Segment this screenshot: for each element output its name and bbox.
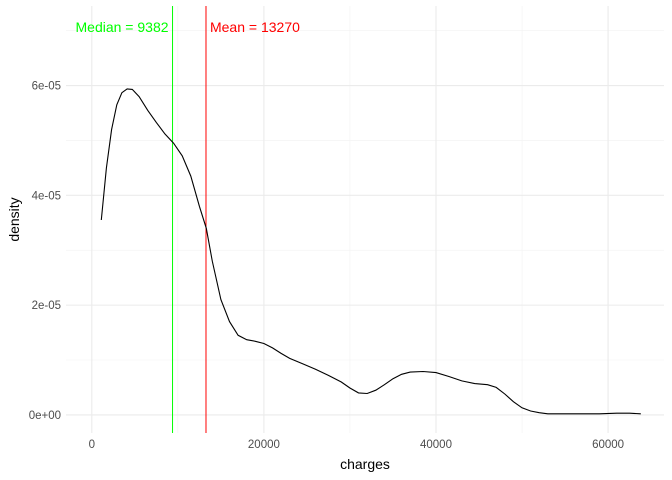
x-tick-labels: 0 20000 40000 60000 [89, 439, 624, 451]
x-tick-label: 60000 [592, 439, 624, 451]
y-tick-labels: 0e+00 2e-05 4e-05 6e-05 [29, 81, 61, 422]
mean-label: Mean = 13270 [210, 19, 300, 35]
x-tick-label: 40000 [420, 439, 452, 451]
y-axis-title: density [6, 197, 22, 241]
y-tick-label: 4e-05 [32, 190, 61, 202]
density-curve [100, 88, 641, 415]
y-tick-label: 0e+00 [29, 410, 61, 422]
median-label: Median = 9382 [76, 19, 169, 35]
x-tick-label: 0 [89, 439, 95, 451]
annotation-labels: Median = 9382 Mean = 13270 [76, 19, 301, 35]
major-gridlines [66, 6, 664, 433]
annotation-lines [172, 6, 207, 433]
x-axis-title: charges [340, 456, 390, 472]
y-tick-label: 2e-05 [32, 300, 61, 312]
y-tick-label: 6e-05 [32, 81, 61, 93]
minor-gridlines [66, 6, 664, 433]
x-tick-label: 20000 [248, 439, 280, 451]
